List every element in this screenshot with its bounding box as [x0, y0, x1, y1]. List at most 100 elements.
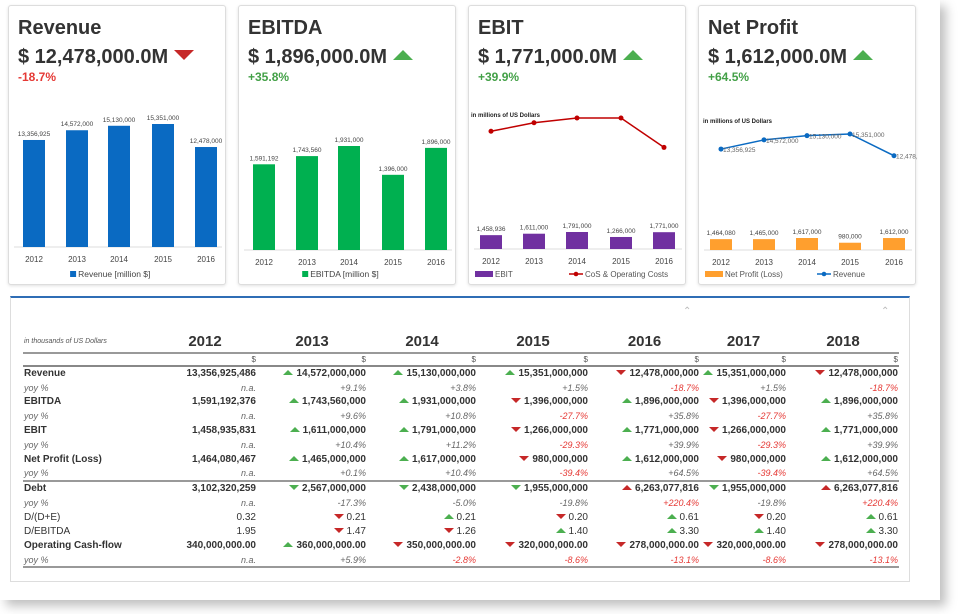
line-point: [661, 144, 667, 150]
arrow-up-icon: [865, 527, 876, 533]
row-label: EBITDA: [24, 396, 62, 408]
arrow-down-icon: [511, 485, 522, 491]
trend-up-icon: [393, 50, 413, 60]
arrow-up-icon: [283, 370, 294, 376]
cell: 15,351,000,000: [477, 366, 589, 380]
row-label: yoy %: [24, 554, 49, 565]
cell-value: +5.9%: [340, 554, 366, 565]
cell: 1.47: [257, 524, 367, 538]
kpi-title: EBIT: [478, 17, 524, 39]
arrow-up-icon: [555, 527, 566, 533]
bar: [195, 147, 217, 247]
legend-label: Revenue: [833, 270, 866, 279]
year-header: 2015: [516, 333, 550, 350]
arrow-down-icon: [709, 485, 720, 491]
cell: 350,000,000.00: [367, 539, 477, 553]
cell-value: +35.8%: [867, 411, 898, 422]
legend-label: Revenue [million $]: [78, 269, 150, 279]
kpi-change: +35.8%: [248, 70, 290, 84]
x-tick-label: 2015: [384, 258, 402, 267]
table-row: EBITDA 1,591,192,376 1,743,560,000 1,931,00…: [23, 395, 899, 409]
cell-value: 15,351,000,000: [518, 368, 588, 380]
year-header: 2017: [726, 333, 761, 350]
arrow-up-icon: [703, 370, 714, 376]
bar-label: 1,771,000: [650, 223, 679, 230]
cell-value: -17.3%: [337, 497, 366, 508]
financial-table-panel: ⌃ ⌃ in thousands of US Dollars 2012 2013 20…: [10, 296, 910, 582]
legend-swatch: [302, 271, 309, 277]
cell: +1.5%: [477, 380, 589, 394]
bar: [653, 232, 675, 249]
chart: 1,591,192 2012 1,743,560 2013 1,931,000 2014 1…: [244, 137, 452, 279]
cell-value: -2.8%: [452, 554, 476, 565]
currency-label: $: [361, 355, 366, 364]
cell-value: 1,612,000,000: [834, 454, 898, 466]
legend-swatch: [70, 271, 77, 277]
cell-value: -39.4%: [757, 468, 786, 479]
cell: 1,791,000,000: [367, 424, 477, 438]
cell: n.a.: [153, 553, 257, 567]
cell-value: 1,266,000,000: [722, 425, 786, 437]
arrow-up-icon: [666, 527, 677, 533]
cell: 1,743,560,000: [257, 395, 367, 409]
cell: +10.8%: [367, 409, 477, 423]
cell-value: +64.5%: [668, 468, 699, 479]
arrow-up-icon: [289, 456, 300, 462]
collapse-chevron-icon[interactable]: ⌃: [683, 306, 692, 317]
arrow-down-icon: [616, 542, 627, 548]
arrow-up-icon: [399, 456, 410, 462]
table-row: D/EBITDA 1.95 1.47 1.26 1.40 3.30 1.40 3.30: [23, 524, 899, 538]
table-row: yoy % n.a. +0.1% +10.4% -39.4% +64.5% -39.4% +6…: [23, 467, 899, 481]
cell-value: 0.32: [236, 511, 256, 523]
cell-value: 1.40: [568, 525, 588, 537]
cell-value: 0.61: [878, 511, 898, 523]
arrow-up-icon: [393, 370, 404, 376]
arrow-up-icon: [289, 398, 300, 404]
cell: +220.4%: [787, 496, 899, 510]
cell: 1,896,000,000: [787, 395, 899, 409]
cell: 1,931,000,000: [367, 395, 477, 409]
year-header: 2016: [627, 333, 662, 350]
cell-value: +11.2%: [445, 440, 476, 451]
arrow-up-icon: [622, 485, 633, 491]
cell-value: +39.9%: [668, 440, 699, 451]
cell-value: +1.5%: [562, 382, 588, 393]
cell-value: +1.5%: [760, 382, 786, 393]
x-tick-label: 2013: [755, 258, 773, 267]
cell-value: -18.7%: [869, 382, 898, 393]
cell-value: 1,771,000,000: [635, 425, 699, 437]
cell: +39.9%: [787, 438, 899, 452]
x-tick-label: 2012: [25, 255, 43, 264]
cell: +220.4%: [589, 496, 700, 510]
table-row: Debt 3,102,320,259 2,567,000,000 2,438,000,…: [23, 481, 899, 495]
cell-value: 1,611,000,000: [302, 425, 366, 437]
cell: 1.40: [700, 524, 787, 538]
cell: 1,396,000,000: [700, 395, 787, 409]
cell-value: +10.4%: [445, 468, 476, 479]
x-tick-label: 2013: [298, 258, 316, 267]
arrow-down-icon: [333, 527, 344, 533]
trend-up-icon: [853, 50, 873, 60]
table-row: yoy % n.a. +10.4% +11.2% -29.3% +39.9% -29.3% +…: [23, 438, 899, 452]
year-header: 2013: [295, 333, 329, 350]
arrow-up-icon: [283, 542, 294, 548]
cell: +64.5%: [787, 467, 899, 481]
cell: 2,438,000,000: [367, 481, 477, 495]
cell: n.a.: [153, 438, 257, 452]
collapse-chevron-icon[interactable]: ⌃: [881, 306, 890, 317]
bar: [523, 233, 545, 249]
arrow-down-icon: [616, 370, 627, 376]
bar-label: 1,396,000: [379, 166, 408, 173]
cell-value: n.a.: [240, 382, 256, 393]
chart: 13,356,925 2012 14,572,000 2013 15,130,000 20…: [14, 115, 223, 279]
cell-value: 1,896,000,000: [834, 396, 898, 408]
bar-label: 13,356,925: [18, 131, 51, 138]
row-label: Operating Cash-flow: [24, 540, 122, 552]
bar: [425, 147, 447, 250]
cell-value: 1,266,000,000: [524, 425, 588, 437]
cell: +9.1%: [257, 380, 367, 394]
arrow-up-icon: [399, 398, 410, 404]
currency-label: $: [893, 355, 898, 364]
cell-value: 980,000,000: [532, 454, 588, 466]
table-row: yoy % n.a. -17.3% -5.0% -19.8% +220.4% -19.8% +…: [23, 496, 899, 510]
